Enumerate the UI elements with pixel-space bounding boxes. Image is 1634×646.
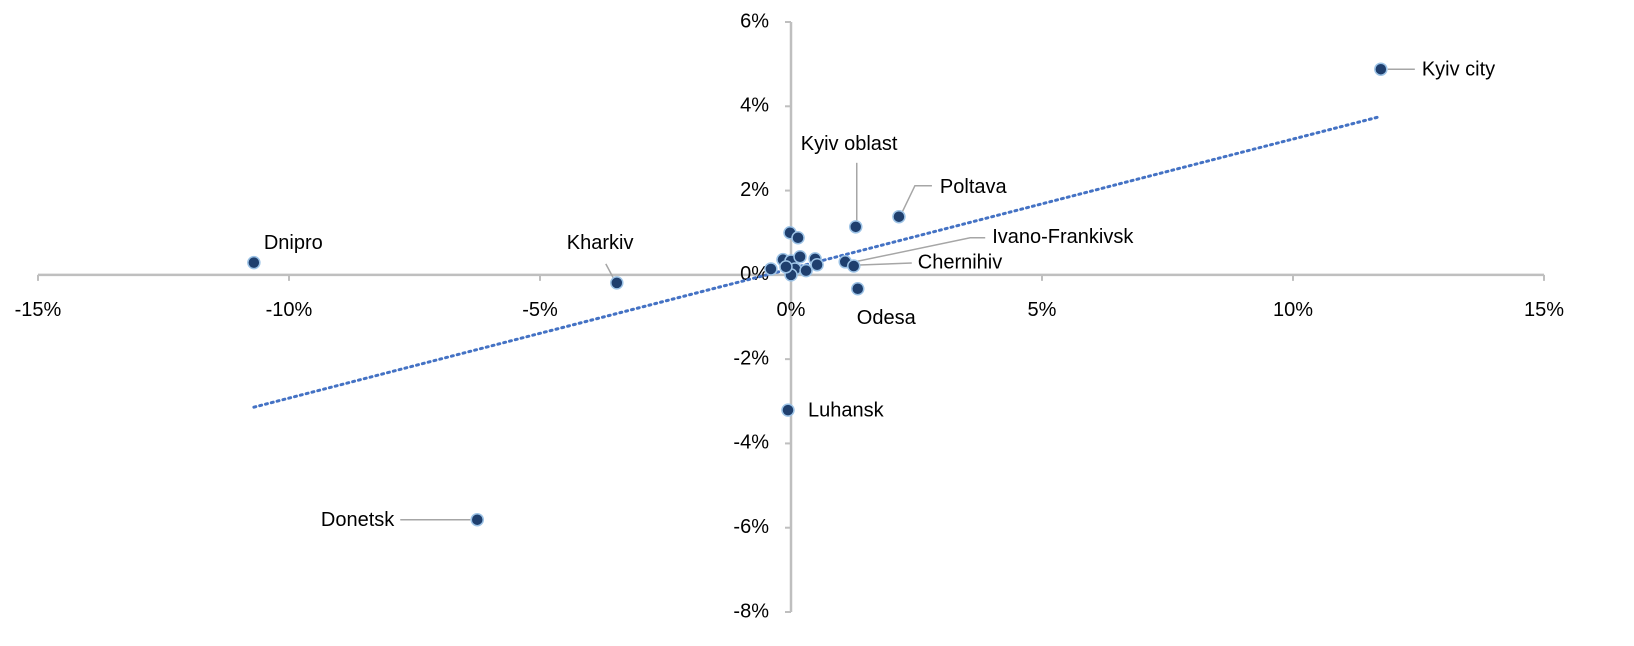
point-label: Odesa bbox=[857, 307, 917, 329]
x-tick-label: -10% bbox=[266, 299, 313, 321]
y-tick-label: -6% bbox=[733, 516, 769, 538]
y-tick-label: -4% bbox=[733, 432, 769, 454]
leader-line bbox=[859, 262, 912, 266]
point bbox=[1374, 62, 1388, 76]
x-tick-label: -5% bbox=[522, 299, 558, 321]
point-label: Chernihiv bbox=[918, 251, 1002, 273]
point-label: Poltava bbox=[940, 176, 1008, 198]
point bbox=[847, 259, 861, 273]
y-tick-label: -8% bbox=[733, 600, 769, 622]
point-label: Kyiv oblast bbox=[801, 133, 898, 155]
point-label: Kharkiv bbox=[567, 232, 634, 254]
point bbox=[851, 282, 865, 296]
point-label: Dnipro bbox=[264, 232, 323, 254]
leader-line bbox=[850, 237, 986, 264]
y-tick-label: 2% bbox=[740, 179, 769, 201]
point bbox=[793, 249, 807, 264]
x-tick-label: 5% bbox=[1028, 299, 1057, 321]
point bbox=[764, 262, 778, 276]
point bbox=[779, 260, 793, 274]
leader-line bbox=[605, 263, 615, 280]
x-tick-label: 15% bbox=[1524, 299, 1564, 321]
point bbox=[810, 257, 824, 272]
y-tick-label: 4% bbox=[740, 95, 769, 117]
point-label: Ivano-Frankivsk bbox=[992, 226, 1134, 248]
point bbox=[849, 220, 863, 234]
point-label: Luhansk bbox=[808, 399, 885, 421]
point-label: Donetsk bbox=[321, 509, 395, 531]
point bbox=[247, 255, 261, 270]
x-tick-label: 10% bbox=[1273, 299, 1313, 321]
point bbox=[799, 263, 813, 278]
y-tick-label: -2% bbox=[733, 347, 769, 369]
point bbox=[470, 512, 484, 527]
y-tick-label: 6% bbox=[740, 10, 769, 32]
point bbox=[892, 209, 906, 224]
x-tick-label: 0% bbox=[777, 299, 806, 321]
leader-line bbox=[901, 184, 932, 214]
point bbox=[610, 276, 624, 290]
x-tick-label: -15% bbox=[15, 299, 62, 321]
point-label: Kyiv city bbox=[1422, 58, 1495, 80]
point bbox=[791, 231, 805, 245]
point bbox=[781, 403, 795, 417]
